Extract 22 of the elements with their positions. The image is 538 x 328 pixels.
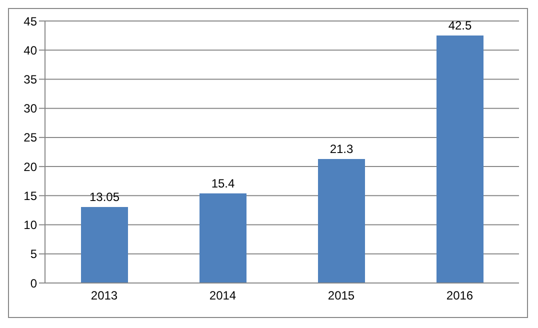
y-tick-label: 45 [24,14,38,28]
data-label: 21.3 [330,142,354,156]
x-tick-label: 2014 [209,288,236,303]
y-tick-label: 25 [24,130,38,145]
x-tick-label: 2015 [328,288,355,303]
x-tick-label: 2013 [90,288,118,303]
bar [200,193,246,283]
data-label: 13.05 [89,190,120,204]
data-label: 42.5 [448,18,472,33]
y-tick-label: 35 [24,72,38,86]
bar [436,36,484,283]
x-tick-label: 2016 [446,288,474,303]
y-tick-label: 30 [24,102,38,116]
y-tick-label: 5 [30,247,38,262]
y-tick-label: 40 [24,43,38,58]
y-tick-label: 20 [24,160,38,174]
data-label: 15.4 [211,176,235,190]
bar [318,158,365,283]
y-tick-label: 15 [24,188,38,203]
bar [81,207,128,283]
y-tick-label: 10 [24,218,38,232]
y-tick-label: 0 [30,276,38,290]
